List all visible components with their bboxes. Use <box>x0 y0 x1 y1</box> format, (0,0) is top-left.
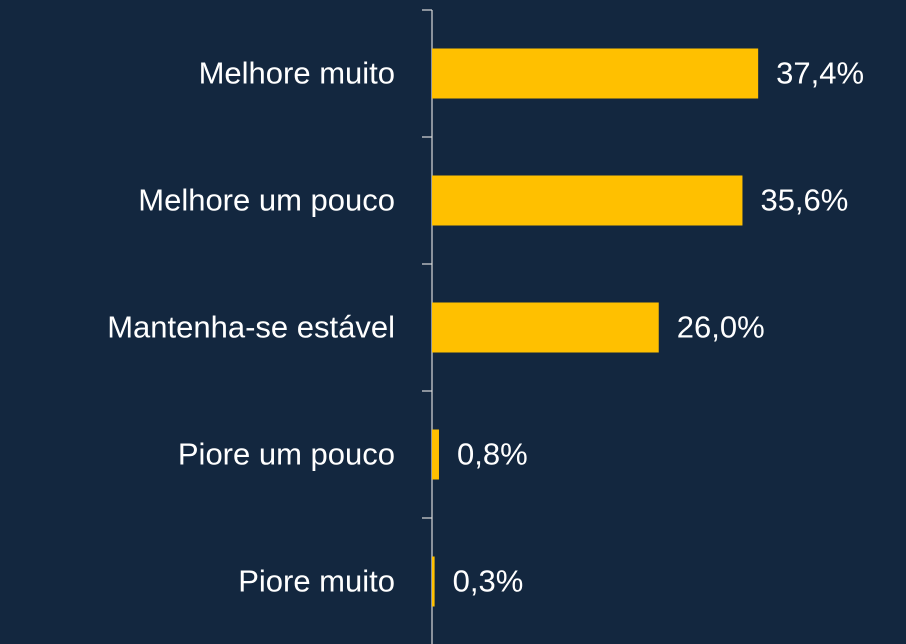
category-label: Piore um pouco <box>178 437 395 472</box>
value-label: 0,8% <box>457 437 528 472</box>
value-label: 35,6% <box>760 183 848 218</box>
bar <box>432 302 659 353</box>
bar <box>432 556 435 607</box>
category-label: Piore muito <box>238 564 395 599</box>
category-label: Melhore muito <box>199 56 395 91</box>
category-label: Mantenha-se estável <box>107 310 395 345</box>
bar <box>432 429 439 480</box>
bar <box>432 175 743 226</box>
bar <box>432 48 759 99</box>
value-label: 26,0% <box>677 310 765 345</box>
category-label: Melhore um pouco <box>138 183 395 218</box>
value-label: 37,4% <box>776 56 864 91</box>
value-label: 0,3% <box>453 564 524 599</box>
